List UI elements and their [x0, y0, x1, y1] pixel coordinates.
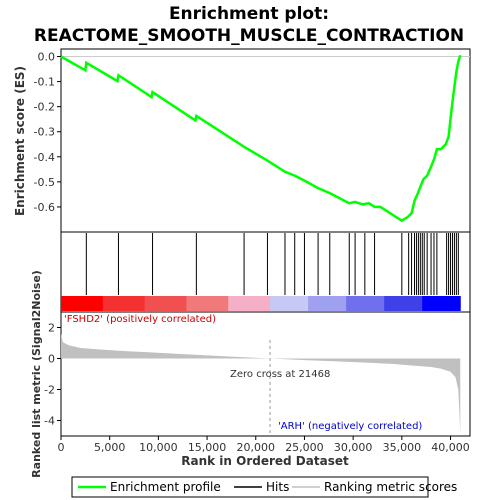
x-tick-label: 15,000	[188, 441, 227, 454]
colorbar-segment	[308, 296, 347, 311]
x-axis-label: Rank in Ordered Dataset	[181, 454, 349, 468]
x-tick-label: 5,000	[94, 441, 126, 454]
legend-ranking-metric-label: Ranking metric scores	[324, 480, 457, 494]
x-axis: 0 5,000 10,000 15,000 20,000 25,000 30,000 35,0…	[58, 436, 470, 454]
x-tick-label: 25,000	[285, 441, 324, 454]
colorbar-segment	[270, 296, 309, 311]
es-y-tick-label: 0.0	[38, 51, 56, 64]
metric-y-tick-label: 0	[48, 353, 55, 366]
x-tick-label: 20,000	[237, 441, 276, 454]
zero-cross-label: Zero cross at 21468	[230, 369, 330, 380]
negative-correlation-label: 'ARH' (negatively correlated)	[278, 421, 422, 432]
metric-y-axis: 2 0 -2 -4	[44, 322, 61, 428]
es-y-tick-label: -0.2	[34, 101, 55, 114]
rank-colorbar	[61, 296, 461, 311]
es-y-axis-label: Enrichment score (ES)	[13, 66, 27, 216]
positive-correlation-label: 'FSHD2' (positively correlated)	[64, 314, 216, 325]
es-y-axis: 0.0 -0.1 -0.2 -0.3 -0.4 -0.5 -0.6	[34, 51, 61, 214]
x-tick-label: 30,000	[334, 441, 373, 454]
es-y-tick-label: -0.6	[34, 201, 55, 214]
colorbar-segment	[61, 296, 104, 311]
colorbar-segment	[186, 296, 229, 311]
es-y-tick-label: -0.1	[34, 76, 55, 89]
colorbar-segment	[422, 296, 461, 311]
hits-marks	[85, 233, 459, 295]
es-y-tick-label: -0.3	[34, 126, 55, 139]
metric-y-tick-label: 2	[48, 322, 55, 335]
chart-title-line1: Enrichment plot:	[169, 4, 329, 24]
colorbar-segment	[346, 296, 385, 311]
x-tick-label: 35,000	[383, 441, 422, 454]
colorbar-segment	[144, 296, 187, 311]
enrichment-profile-line	[60, 54, 462, 223]
ranking-metric-area	[61, 333, 461, 433]
legend-enrichment-profile-label: Enrichment profile	[110, 480, 221, 494]
es-y-tick-label: -0.4	[34, 151, 55, 164]
metric-y-tick-label: -4	[44, 415, 55, 428]
x-tick-label: 10,000	[139, 441, 178, 454]
metric-y-axis-label: Ranked list metric (Signal2Noise)	[30, 270, 43, 478]
es-y-tick-label: -0.5	[34, 176, 55, 189]
metric-y-tick-label: -2	[44, 384, 55, 397]
legend-hits-label: Hits	[266, 480, 289, 494]
metric-panel-frame	[60, 311, 471, 437]
x-tick-label: 0	[58, 441, 65, 454]
colorbar-segment	[228, 296, 271, 311]
chart-title-line2: REACTOME_SMOOTH_MUSCLE_CONTRACTION	[34, 26, 464, 46]
es-panel-frame	[60, 48, 471, 233]
colorbar-segment	[102, 296, 146, 311]
x-tick-label: 40,000	[431, 441, 470, 454]
colorbar-segment	[384, 296, 423, 311]
